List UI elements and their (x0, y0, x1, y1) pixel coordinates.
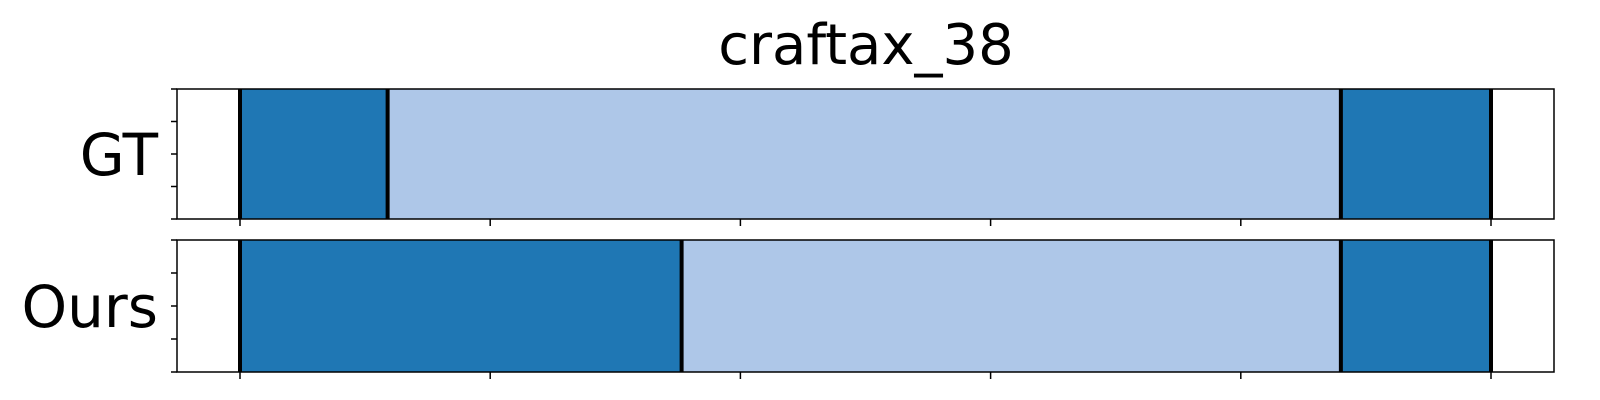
segment-ours-3 (1340, 240, 1491, 372)
row-label-gt: GT (80, 121, 159, 189)
segment-gt-3 (1340, 89, 1491, 219)
segment-ours-1 (240, 240, 682, 372)
row-ours: Ours (22, 239, 1555, 379)
segment-ours-2 (681, 240, 1341, 372)
rows-layer: GT Ours (22, 88, 1555, 379)
segment-gt-2 (387, 89, 1341, 219)
segment-gt-1 (240, 89, 388, 219)
row-gt: GT (80, 88, 1555, 226)
row-label-ours: Ours (22, 273, 158, 341)
chart-title: craftax_38 (718, 13, 1014, 78)
